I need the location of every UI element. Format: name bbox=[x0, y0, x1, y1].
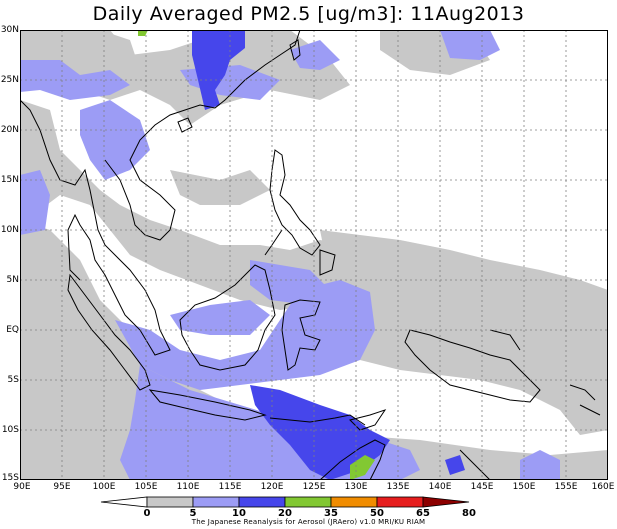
lat-label: 30N bbox=[0, 25, 19, 35]
map-title: Daily Averaged PM2.5 [ug/m3]: 11Aug2013 bbox=[92, 3, 525, 25]
lon-label: 135E bbox=[386, 482, 410, 492]
lat-label: 5N bbox=[6, 275, 19, 285]
lon-label: 105E bbox=[134, 482, 158, 492]
colorbar-segment bbox=[192, 496, 240, 508]
colorbar-label: 80 bbox=[462, 508, 476, 519]
lon-label: 155E bbox=[554, 482, 578, 492]
map-frame bbox=[20, 30, 608, 480]
lon-label: 95E bbox=[53, 482, 71, 492]
coastlines bbox=[20, 30, 601, 480]
pm25-map bbox=[20, 30, 608, 480]
colorbar-segment bbox=[422, 496, 470, 508]
colorbar-label: 20 bbox=[278, 508, 292, 519]
colorbar-segment bbox=[238, 496, 286, 508]
colorbar-segment bbox=[284, 496, 332, 508]
colorbar-label: 0 bbox=[143, 508, 151, 519]
colorbar-label: 5 bbox=[189, 508, 197, 519]
lon-label: 160E bbox=[591, 482, 615, 492]
lat-label: 10N bbox=[0, 225, 19, 235]
colorbar-label: 10 bbox=[232, 508, 246, 519]
colorbar-segment bbox=[146, 496, 194, 508]
colorbar-label: 50 bbox=[370, 508, 384, 519]
lon-label: 100E bbox=[92, 482, 116, 492]
colorbar-segment bbox=[330, 496, 378, 508]
credit-text: The Japanese Reanalysis for Aerosol (JRA… bbox=[191, 518, 426, 526]
colorbar-label: 35 bbox=[324, 508, 338, 519]
colorbar bbox=[100, 496, 470, 508]
colorbar-segment bbox=[376, 496, 424, 508]
lon-label: 140E bbox=[428, 482, 452, 492]
lon-label: 110E bbox=[176, 482, 200, 492]
colorbar-segment bbox=[100, 496, 148, 508]
lat-label: 25N bbox=[0, 75, 19, 85]
colorbar-label: 65 bbox=[416, 508, 430, 519]
gridlines bbox=[20, 30, 608, 480]
lon-label: 125E bbox=[302, 482, 326, 492]
lon-label: 120E bbox=[260, 482, 284, 492]
lon-label: 145E bbox=[470, 482, 494, 492]
lat-label: 20N bbox=[0, 125, 19, 135]
lat-label: 15N bbox=[0, 175, 19, 185]
lat-label: 5S bbox=[7, 375, 19, 385]
lon-label: 150E bbox=[512, 482, 536, 492]
pm25-level-20-35-regions bbox=[192, 30, 465, 480]
lon-label: 115E bbox=[218, 482, 242, 492]
lon-label: 90E bbox=[13, 482, 31, 492]
lon-label: 130E bbox=[344, 482, 368, 492]
lat-label: 15S bbox=[1, 473, 19, 483]
lat-label: 10S bbox=[1, 425, 19, 435]
lat-label: EQ bbox=[6, 325, 19, 335]
